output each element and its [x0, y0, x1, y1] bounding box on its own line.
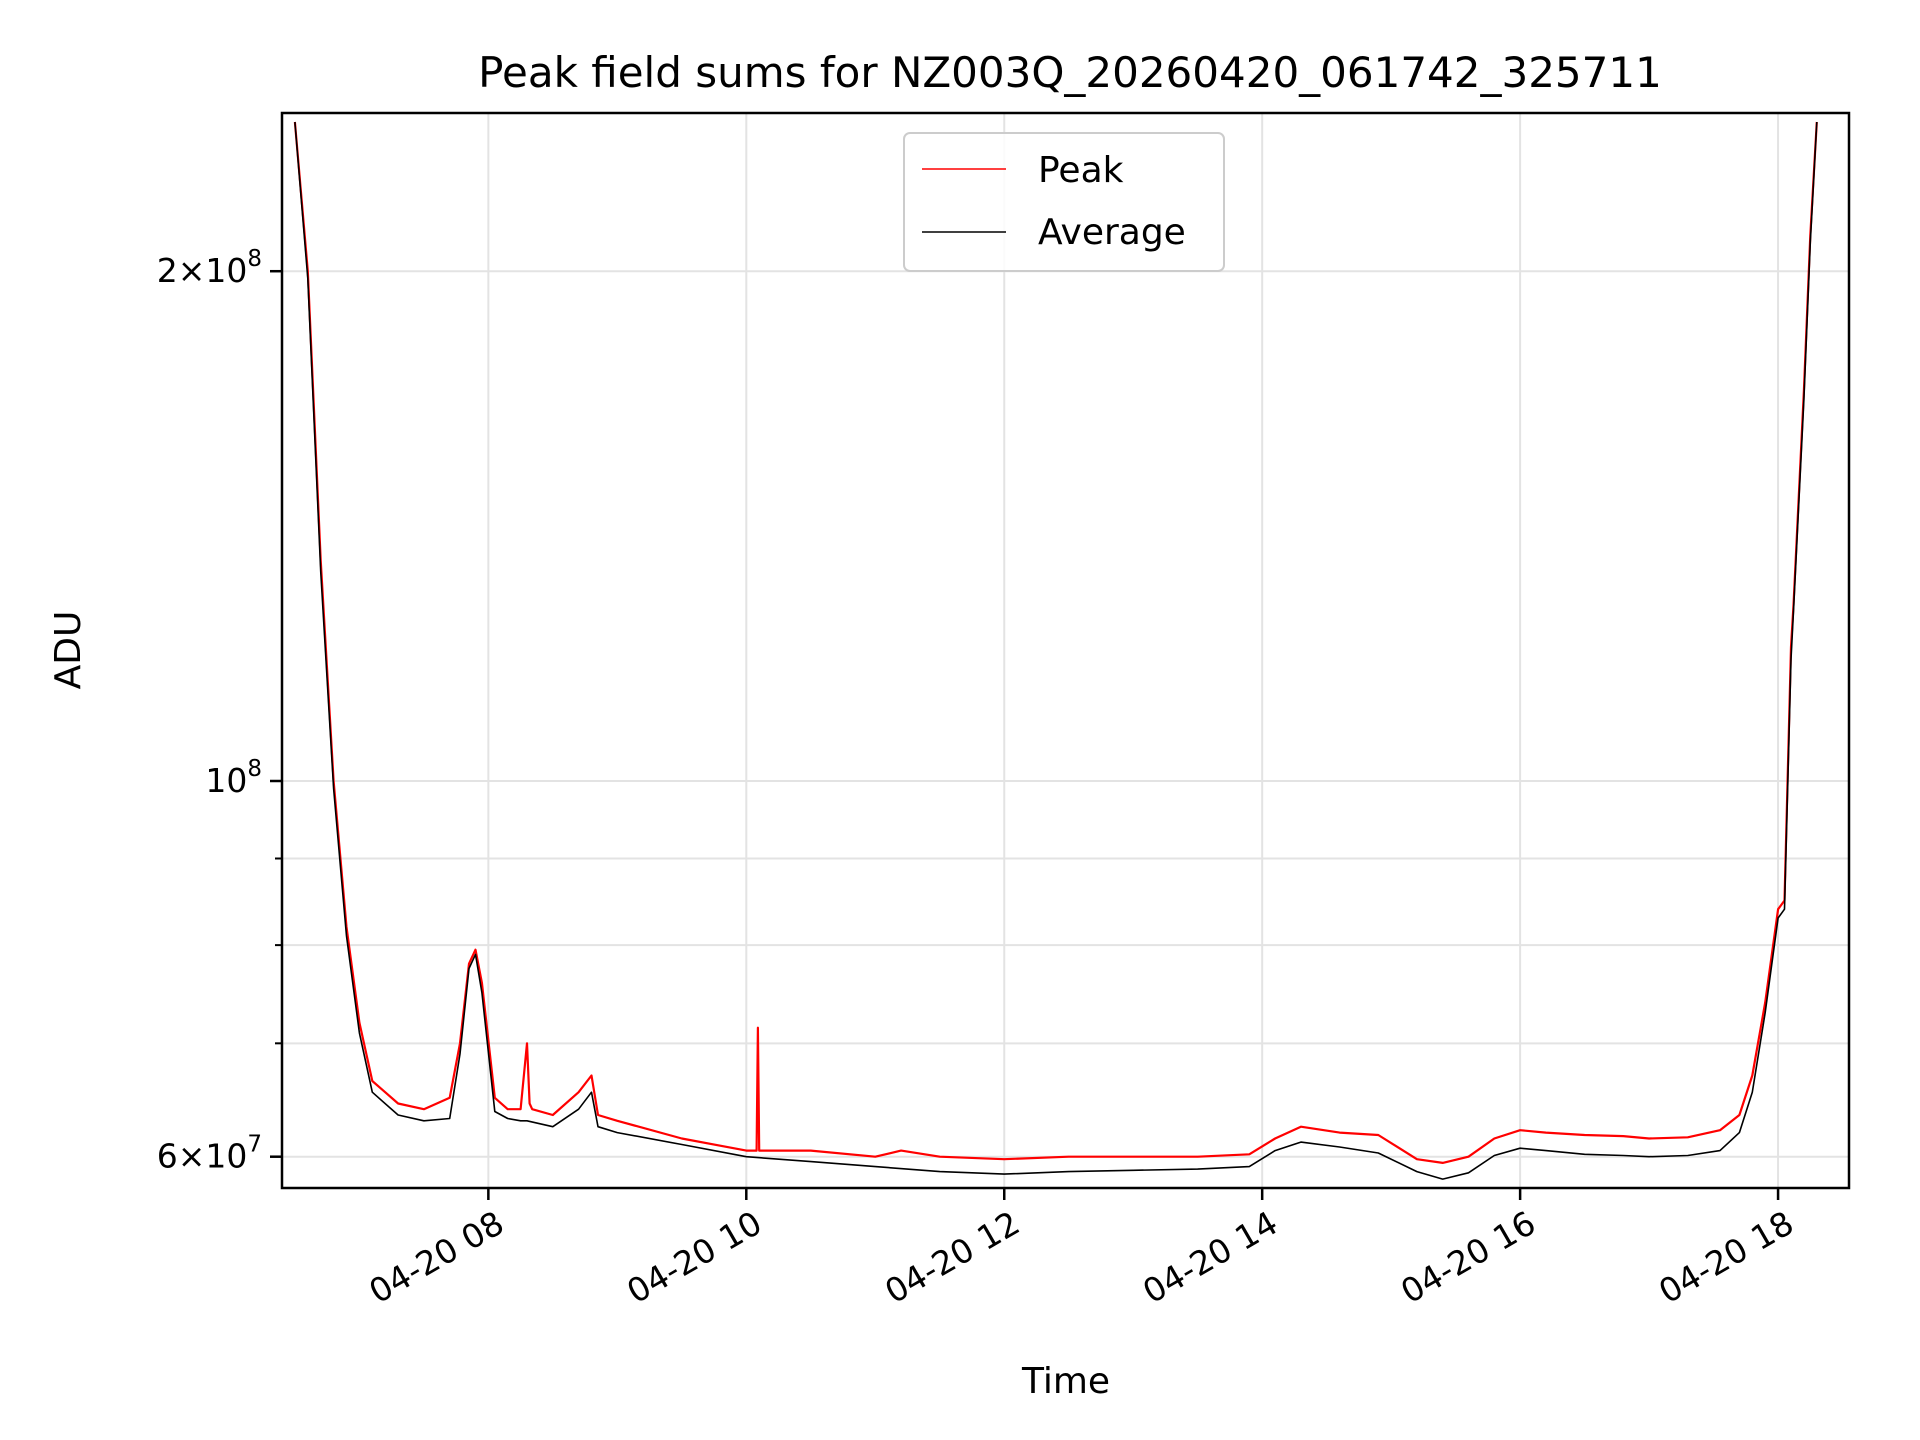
y-tick-label: 6×107: [157, 1132, 262, 1176]
series-line-peak: [293, 121, 1818, 1164]
grid-lines: [282, 113, 1849, 1188]
y-tick-label: 2×108: [157, 246, 262, 290]
legend-box: [903, 132, 1225, 272]
legend-label-peak: Peak: [1038, 150, 1124, 191]
chart-title: Peak field sums for NZ003Q_20260420_0617…: [478, 48, 1662, 97]
legend: Peak Average: [903, 132, 1225, 272]
plot-frame: [280, 111, 1851, 1190]
y-axis-label: ADU: [48, 611, 89, 690]
series-line-average: [294, 121, 1818, 1180]
y-tick-label: 108: [205, 756, 262, 800]
legend-label-average: Average: [1038, 212, 1186, 253]
x-axis-label: Time: [1021, 1361, 1110, 1402]
series-layer: [293, 121, 1818, 1180]
y-axis-ticks: 6×107 108 2×108: [157, 246, 282, 1176]
